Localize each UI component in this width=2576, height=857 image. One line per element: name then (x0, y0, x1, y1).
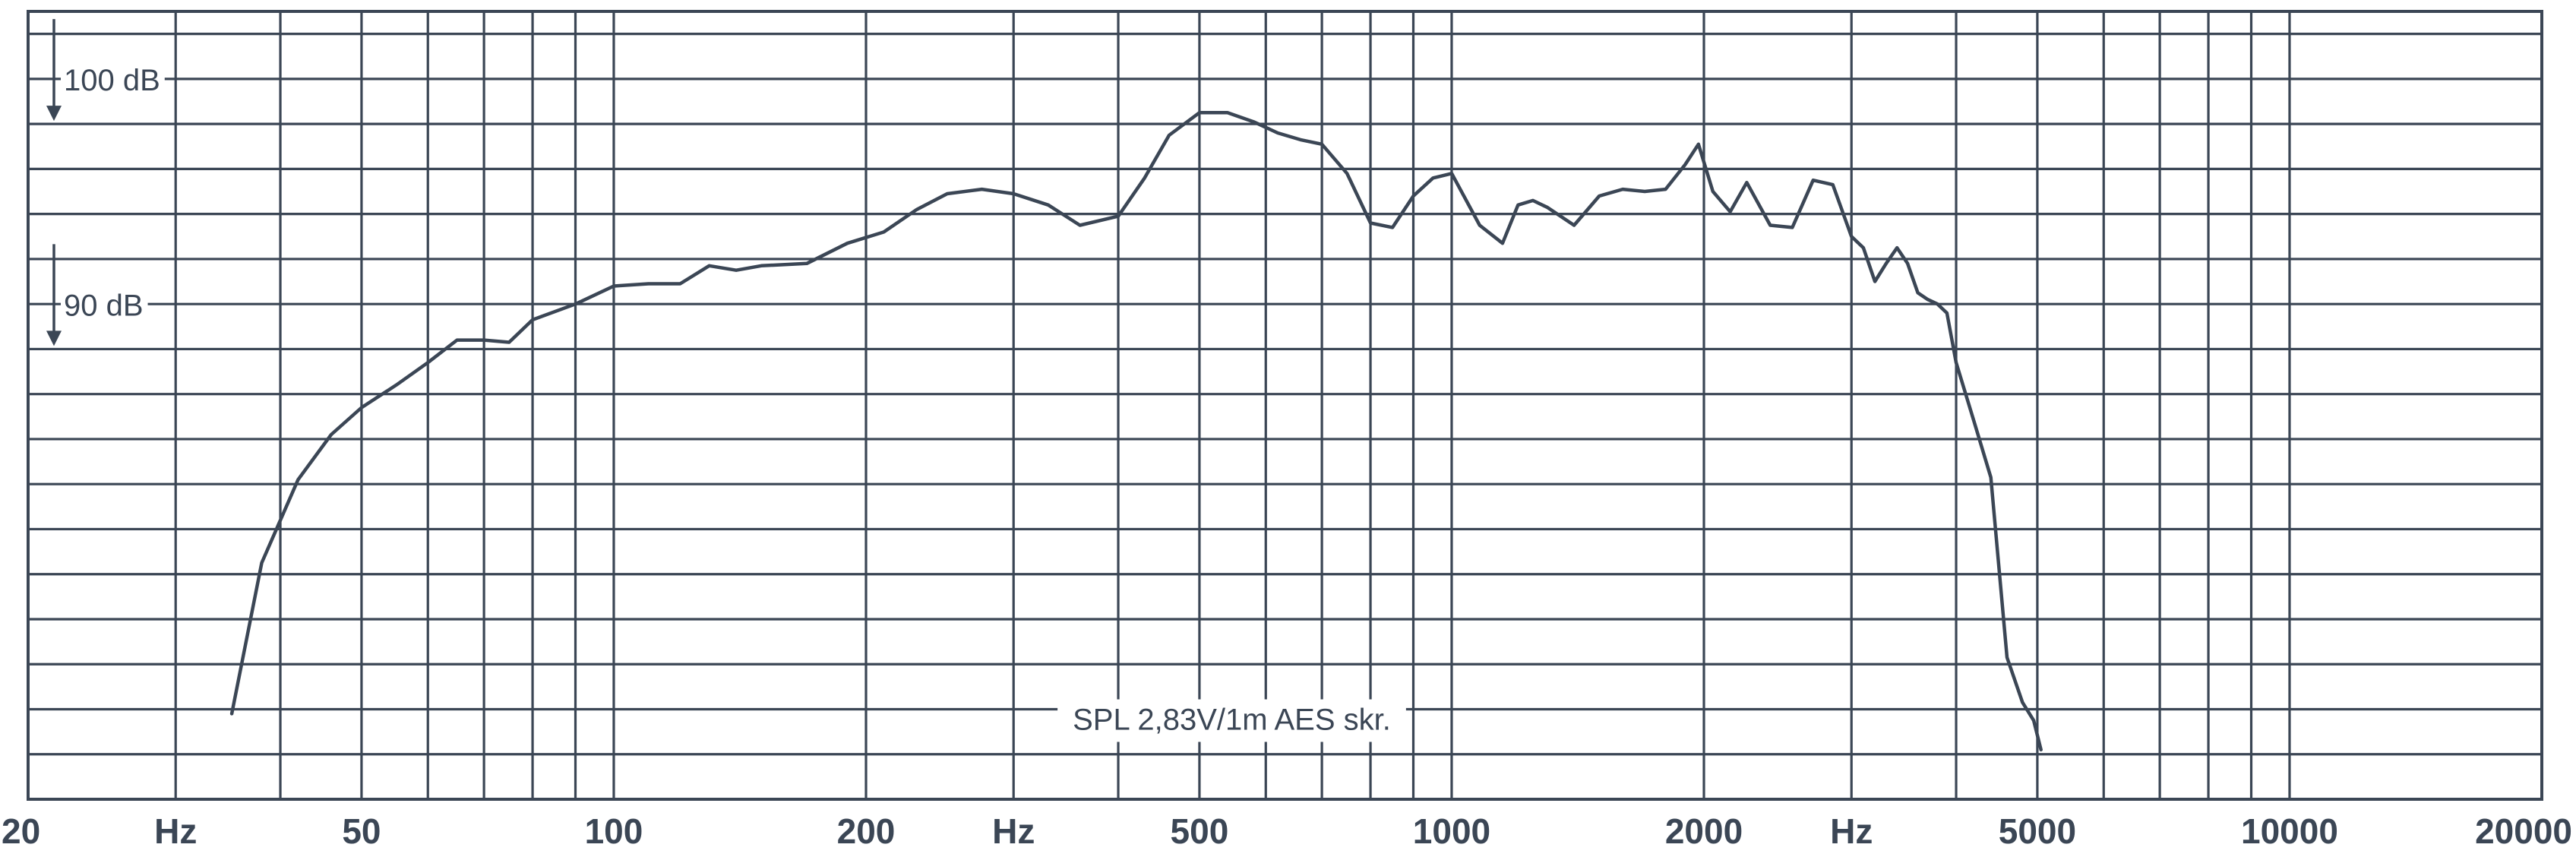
x-tick-label: 5000 (1999, 811, 2076, 851)
reference-level-label: 90 dB (64, 289, 144, 322)
x-tick-label: 50 (342, 811, 381, 851)
x-tick-label: Hz (154, 811, 197, 851)
x-tick-label: 2000 (1665, 811, 1743, 851)
reference-arrow-head (46, 330, 62, 346)
x-tick-label: 20000 (2475, 811, 2572, 851)
x-tick-label: 100 (585, 811, 643, 851)
reference-arrow-head (46, 106, 62, 122)
caption-background (1057, 699, 1406, 742)
x-tick-label: 1000 (1413, 811, 1490, 851)
measurement-caption: SPL 2,83V/1m AES skr. (1057, 699, 1406, 742)
x-tick-label: Hz (992, 811, 1035, 851)
reference-level-markers: 100 dB 90 dB (46, 19, 165, 346)
reference-label-background (61, 59, 165, 100)
caption-text: SPL 2,83V/1m AES skr. (1073, 703, 1391, 736)
reference-level-label: 100 dB (64, 64, 160, 97)
x-tick-label: 10000 (2241, 811, 2338, 851)
x-axis-tick-labels: 20 Hz 50 100 200 Hz 500 1000 2000 Hz 5000 10000 2000… (2, 811, 2572, 851)
x-tick-label: Hz (1830, 811, 1873, 851)
x-tick-label: 500 (1171, 811, 1229, 851)
reference-label-background (61, 284, 148, 324)
x-tick-label: 20 (2, 811, 40, 851)
frequency-response-curve (229, 111, 2043, 752)
plot-frame (27, 10, 2543, 801)
x-tick-label: 200 (837, 811, 896, 851)
